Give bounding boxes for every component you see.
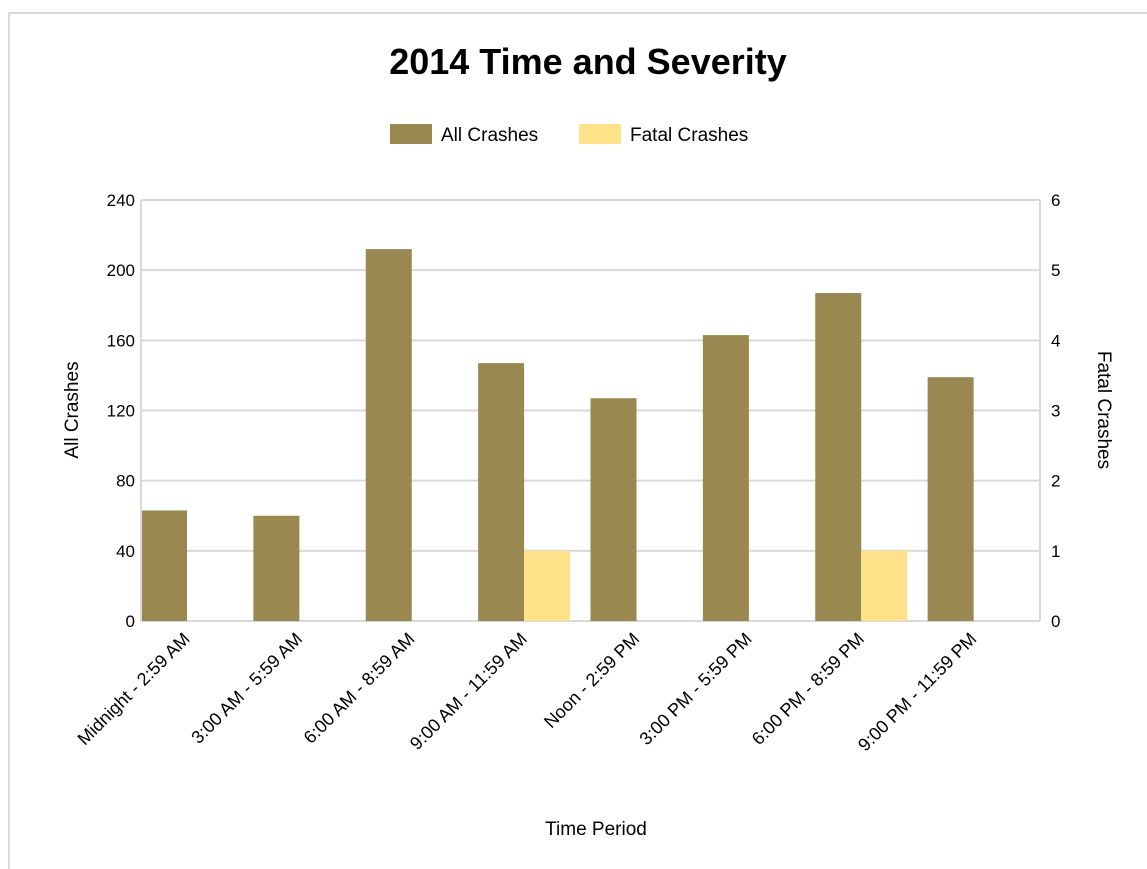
bar-all-crashes (815, 292, 862, 621)
y-tick-label-left: 80 (116, 472, 135, 491)
chart-title: 2014 Time and Severity (389, 41, 787, 82)
y-tick-label-left: 200 (107, 261, 135, 280)
y-tick-label-right: 6 (1051, 191, 1060, 210)
bar-all-crashes (590, 398, 637, 621)
y-tick-label-left: 160 (107, 331, 135, 350)
y-tick-label-right: 3 (1051, 402, 1060, 421)
legend-swatch-all-crashes (390, 124, 432, 144)
y-axis-left-title: All Crashes (62, 361, 83, 458)
y-tick-label-left: 40 (116, 542, 135, 561)
x-category-label: 9:00 AM - 11:59 AM (406, 629, 531, 754)
x-category-label: 9:00 PM - 11:59 PM (854, 629, 980, 755)
y-axis-left-ticks: 0 40 80 120 160 200 240 (107, 191, 135, 631)
legend: All Crashes Fatal Crashes (390, 124, 748, 146)
y-tick-label-right: 0 (1051, 612, 1060, 631)
x-category-label: Noon - 2:59 PM (540, 629, 643, 732)
bar-all-crashes (927, 377, 974, 621)
y-axis-right-ticks: 0 1 2 3 4 5 6 (1051, 191, 1060, 631)
x-category-label: 3:00 PM - 5:59 PM (635, 629, 755, 749)
x-category-label: Midnight - 2:59 AM (74, 629, 194, 749)
bar-all-crashes (253, 515, 300, 621)
bar-all-crashes (478, 363, 525, 621)
bar-all-crashes (141, 510, 187, 621)
y-tick-label-right: 2 (1051, 472, 1060, 491)
y-tick-label-left: 120 (107, 402, 135, 421)
y-tick-label-right: 4 (1051, 331, 1060, 350)
y-tick-label-right: 1 (1051, 542, 1060, 561)
y-tick-label-left: 240 (107, 191, 135, 210)
bar-fatal-crashes (524, 550, 571, 621)
x-category-label: 6:00 AM - 8:59 AM (300, 629, 419, 748)
legend-label-all-crashes: All Crashes (441, 125, 538, 146)
x-axis-title: Time Period (545, 819, 647, 840)
bars (141, 249, 974, 621)
y-axis-right-title: Fatal Crashes (1093, 351, 1114, 469)
bar-all-crashes (365, 249, 412, 621)
y-tick-label-left: 0 (126, 612, 135, 631)
x-category-label: 3:00 AM - 5:59 AM (187, 629, 306, 748)
legend-label-fatal-crashes: Fatal Crashes (630, 125, 748, 146)
legend-swatch-fatal-crashes (579, 124, 621, 144)
x-category-label: 6:00 PM - 8:59 PM (748, 629, 868, 749)
bar-all-crashes (702, 335, 749, 621)
y-tick-label-right: 5 (1051, 261, 1060, 280)
bar-fatal-crashes (861, 550, 908, 621)
x-axis-category-labels: Midnight - 2:59 AM3:00 AM - 5:59 AM6:00 … (74, 629, 981, 755)
